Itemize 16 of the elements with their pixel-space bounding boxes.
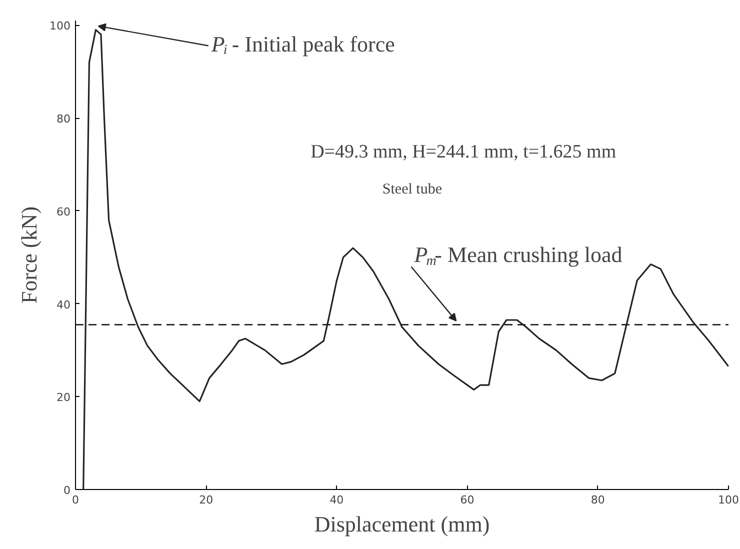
x-tick-label: 100 — [718, 494, 739, 506]
annotation: Steel tube — [382, 181, 442, 198]
y-tick-label: 40 — [56, 298, 71, 312]
x-tick-label: 0 — [72, 494, 79, 506]
y-axis-title: Force (kN) — [16, 206, 42, 304]
annotation: D=49.3 mm, H=244.1 mm, t=1.625 mm — [310, 141, 616, 162]
x-tick-label: 40 — [330, 494, 344, 506]
y-tick-label: 60 — [56, 205, 71, 218]
x-tick-label: 60 — [460, 494, 474, 506]
x-axis-title: Displacement (mm) — [314, 512, 490, 536]
x-tick-label: 80 — [590, 494, 605, 506]
y-tick-label: 100 — [50, 20, 71, 33]
y-tick-label: 80 — [56, 112, 71, 126]
x-tick-label: 20 — [199, 494, 214, 506]
y-tick-label: 20 — [56, 391, 71, 404]
y-tick-label: 0 — [64, 484, 70, 497]
